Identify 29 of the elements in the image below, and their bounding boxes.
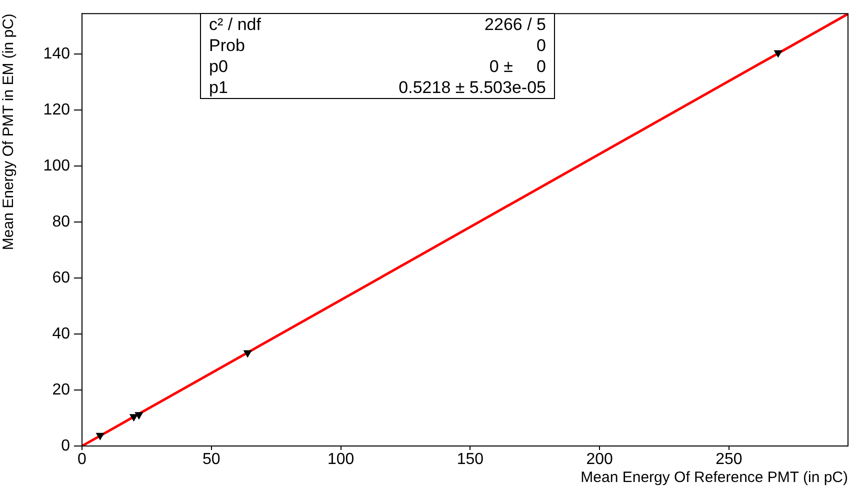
y-tick-label: 20 <box>52 381 70 398</box>
annotation: 0.5218 ± 5.503e-05 <box>398 77 546 98</box>
y-tick-label: 80 <box>52 214 70 231</box>
annotation: p1 <box>209 77 229 98</box>
point <box>244 350 252 358</box>
annotation: 0 <box>536 35 546 56</box>
y-tick-label: 140 <box>43 46 70 63</box>
x-tick-label: 150 <box>456 451 484 468</box>
x-tick-label: 50 <box>202 451 220 468</box>
annotation: 2266 / 5 <box>484 14 546 35</box>
x-tick-label: 100 <box>327 451 354 468</box>
annotation: p0 <box>209 56 229 77</box>
annotation: c² / ndf <box>209 14 261 35</box>
point <box>774 50 782 58</box>
x-tick-label: 250 <box>716 451 742 468</box>
y-tick-label: 40 <box>52 325 70 342</box>
x-tick-label: 200 <box>586 451 614 468</box>
y-tick-label: 0 <box>61 437 70 454</box>
x-axis-title: Mean Energy Of Reference PMT (in pC) <box>580 469 848 486</box>
annotation: Prob <box>209 35 246 56</box>
y-tick-label: 120 <box>43 102 70 119</box>
y-tick-label: 100 <box>43 158 70 175</box>
y-tick-label: 60 <box>52 269 70 286</box>
y-axis-title: Mean Energy Of PMT in EM (in pC) <box>0 14 18 250</box>
point <box>96 432 104 440</box>
annotation: 0 ± 0 <box>488 56 546 77</box>
point <box>130 414 138 422</box>
x-tick-label: 0 <box>78 451 87 468</box>
point <box>134 412 143 420</box>
